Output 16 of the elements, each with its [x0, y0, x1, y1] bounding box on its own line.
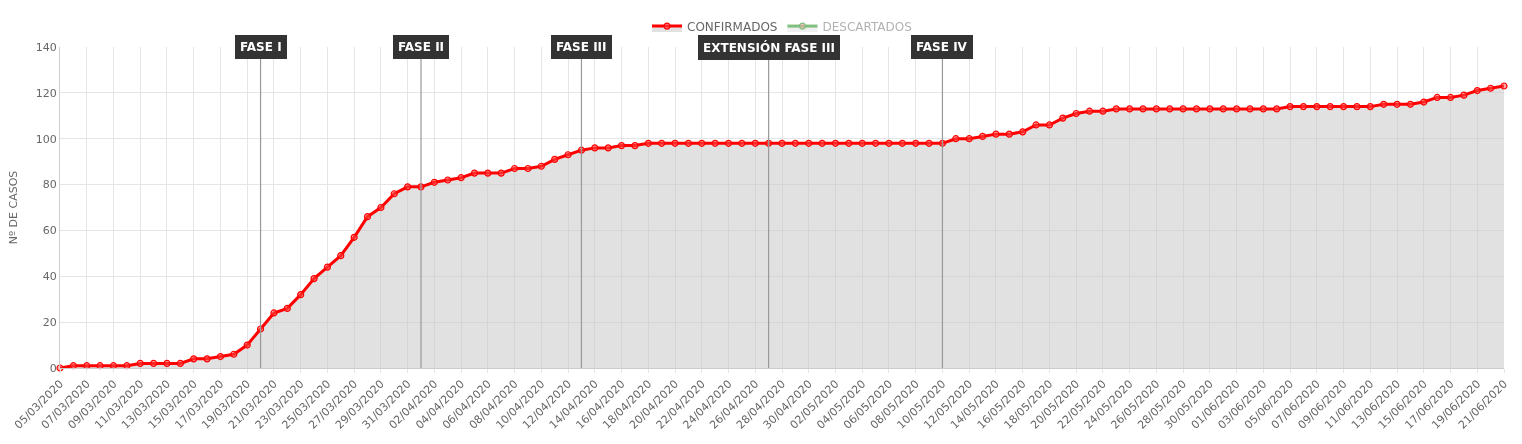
- y-tick-label: 20: [42, 315, 57, 329]
- ref-line-label: EXTENSIÓN FASE III: [703, 40, 835, 55]
- y-tick-label: 40: [42, 270, 57, 284]
- y-axis-title: Nº DE CASOS: [7, 170, 21, 245]
- y-tick-label: 140: [35, 40, 57, 54]
- y-tick-label: 120: [35, 86, 57, 100]
- y-tick-label: 80: [42, 178, 57, 192]
- y-tick-label: 100: [35, 132, 57, 146]
- y-tick-label: 60: [42, 224, 57, 238]
- legend-label: DESCARTADOS: [822, 19, 912, 34]
- ref-line-label: FASE I: [240, 40, 282, 54]
- ref-line-label: FASE II: [398, 40, 445, 54]
- ref-line-label: FASE IV: [916, 40, 968, 54]
- y-tick-label: 0: [49, 361, 57, 375]
- legend-label: CONFIRMADOS: [687, 19, 778, 34]
- ref-line-label: FASE III: [556, 40, 607, 54]
